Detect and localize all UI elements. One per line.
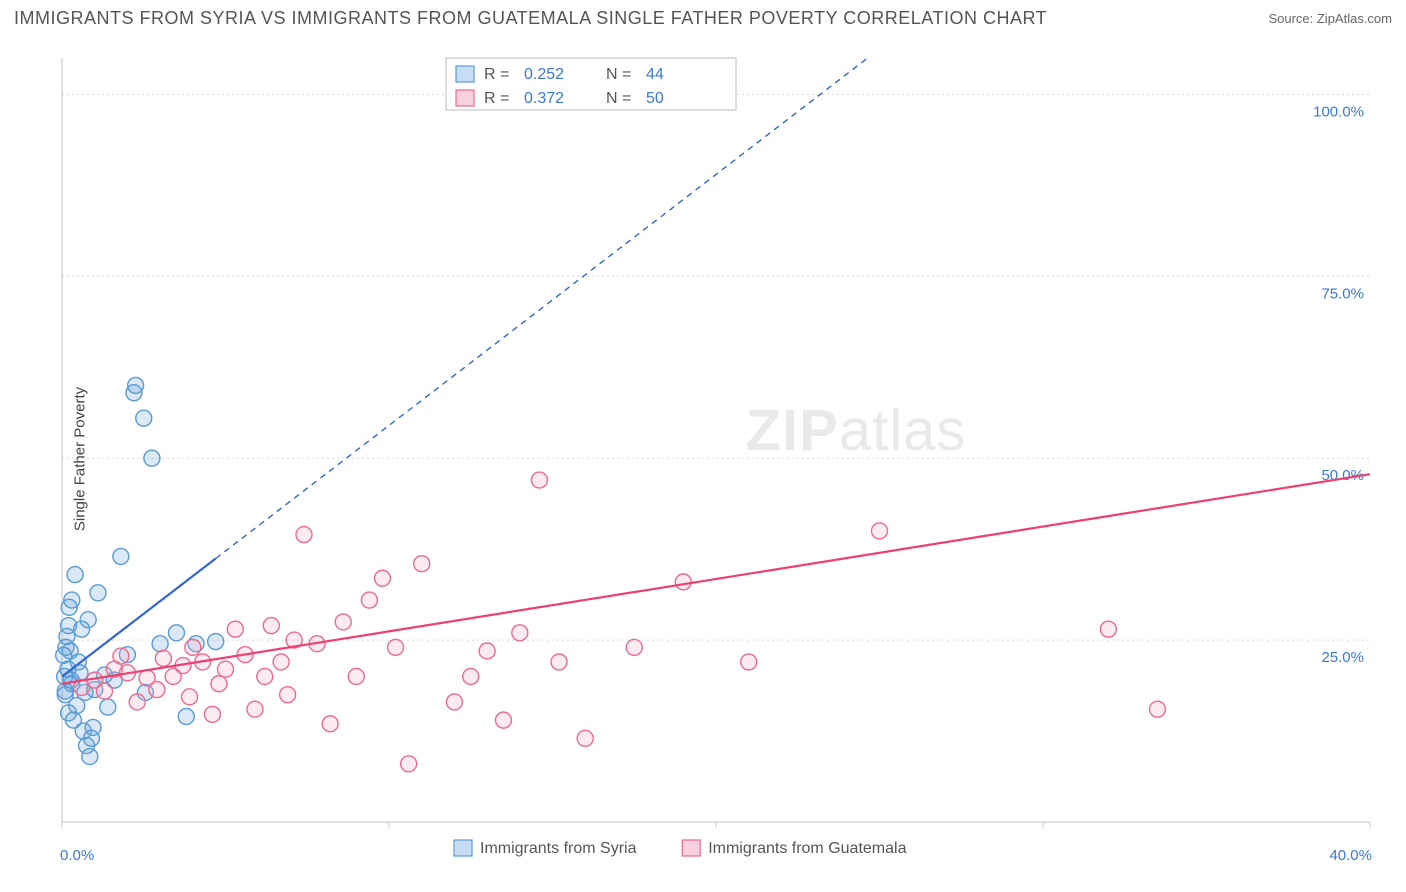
chart-area: Single Father Poverty ZIPatlas25.0%50.0%…	[14, 40, 1392, 878]
source-name: ZipAtlas.com	[1317, 11, 1392, 26]
legend-swatch	[456, 66, 474, 82]
legend-n-label: N =	[606, 66, 631, 83]
legend-r-label: R =	[484, 66, 509, 83]
legend-r-value: 0.372	[524, 90, 564, 107]
data-point	[80, 612, 96, 628]
legend-label: Immigrants from Guatemala	[708, 840, 906, 857]
data-point	[374, 570, 390, 586]
data-point	[168, 625, 184, 641]
data-point	[388, 639, 404, 655]
data-point	[128, 377, 144, 393]
legend-r-label: R =	[484, 90, 509, 107]
data-point	[67, 567, 83, 583]
y-tick-label: 100.0%	[1313, 103, 1364, 120]
data-point	[97, 683, 113, 699]
data-point	[136, 410, 152, 426]
data-point	[204, 706, 220, 722]
legend-n-label: N =	[606, 90, 631, 107]
data-point	[446, 694, 462, 710]
data-point	[741, 654, 757, 670]
data-point	[479, 643, 495, 659]
data-point	[257, 668, 273, 684]
x-tick-label: 40.0%	[1329, 847, 1372, 864]
data-point	[626, 639, 642, 655]
legend-swatch	[456, 90, 474, 106]
data-point	[208, 634, 224, 650]
y-axis-label: Single Father Poverty	[72, 387, 89, 531]
data-point	[577, 730, 593, 746]
data-point	[361, 592, 377, 608]
data-point	[113, 548, 129, 564]
data-point	[335, 614, 351, 630]
watermark: ZIPatlas	[746, 398, 967, 463]
scatter-chart: ZIPatlas25.0%50.0%75.0%100.0%0.0%40.0%R …	[14, 40, 1392, 878]
legend-label: Immigrants from Syria	[480, 840, 637, 857]
data-point	[531, 472, 547, 488]
x-tick-label: 0.0%	[60, 847, 94, 864]
data-point	[1100, 621, 1116, 637]
data-point	[100, 699, 116, 715]
data-point	[296, 527, 312, 543]
data-point	[155, 650, 171, 666]
y-tick-label: 25.0%	[1321, 649, 1364, 666]
data-point	[182, 689, 198, 705]
chart-title: IMMIGRANTS FROM SYRIA VS IMMIGRANTS FROM…	[14, 8, 1047, 29]
data-point	[185, 639, 201, 655]
data-point	[463, 668, 479, 684]
data-point	[401, 756, 417, 772]
data-point	[263, 618, 279, 634]
legend-swatch	[454, 840, 472, 856]
data-point	[1149, 701, 1165, 717]
data-point	[551, 654, 567, 670]
data-point	[495, 712, 511, 728]
data-point	[675, 574, 691, 590]
legend-r-value: 0.252	[524, 66, 564, 83]
header: IMMIGRANTS FROM SYRIA VS IMMIGRANTS FROM…	[14, 8, 1392, 29]
source-credit: Source: ZipAtlas.com	[1268, 11, 1392, 26]
series	[74, 472, 1166, 772]
data-point	[414, 556, 430, 572]
data-point	[512, 625, 528, 641]
data-point	[322, 716, 338, 732]
legend-n-value: 44	[646, 66, 664, 83]
data-point	[218, 661, 234, 677]
data-point	[149, 682, 165, 698]
data-point	[178, 708, 194, 724]
data-point	[872, 523, 888, 539]
data-point	[144, 450, 160, 466]
y-tick-label: 75.0%	[1321, 285, 1364, 302]
data-point	[348, 668, 364, 684]
data-point	[90, 585, 106, 601]
data-point	[247, 701, 263, 717]
data-point	[113, 648, 129, 664]
trend-line	[62, 474, 1370, 684]
legend-swatch	[682, 840, 700, 856]
data-point	[211, 676, 227, 692]
data-point	[273, 654, 289, 670]
data-point	[85, 719, 101, 735]
legend-n-value: 50	[646, 90, 664, 107]
data-point	[82, 749, 98, 765]
source-prefix: Source:	[1268, 11, 1316, 26]
data-point	[152, 636, 168, 652]
data-point	[280, 687, 296, 703]
data-point	[64, 592, 80, 608]
data-point	[129, 694, 145, 710]
data-point	[227, 621, 243, 637]
